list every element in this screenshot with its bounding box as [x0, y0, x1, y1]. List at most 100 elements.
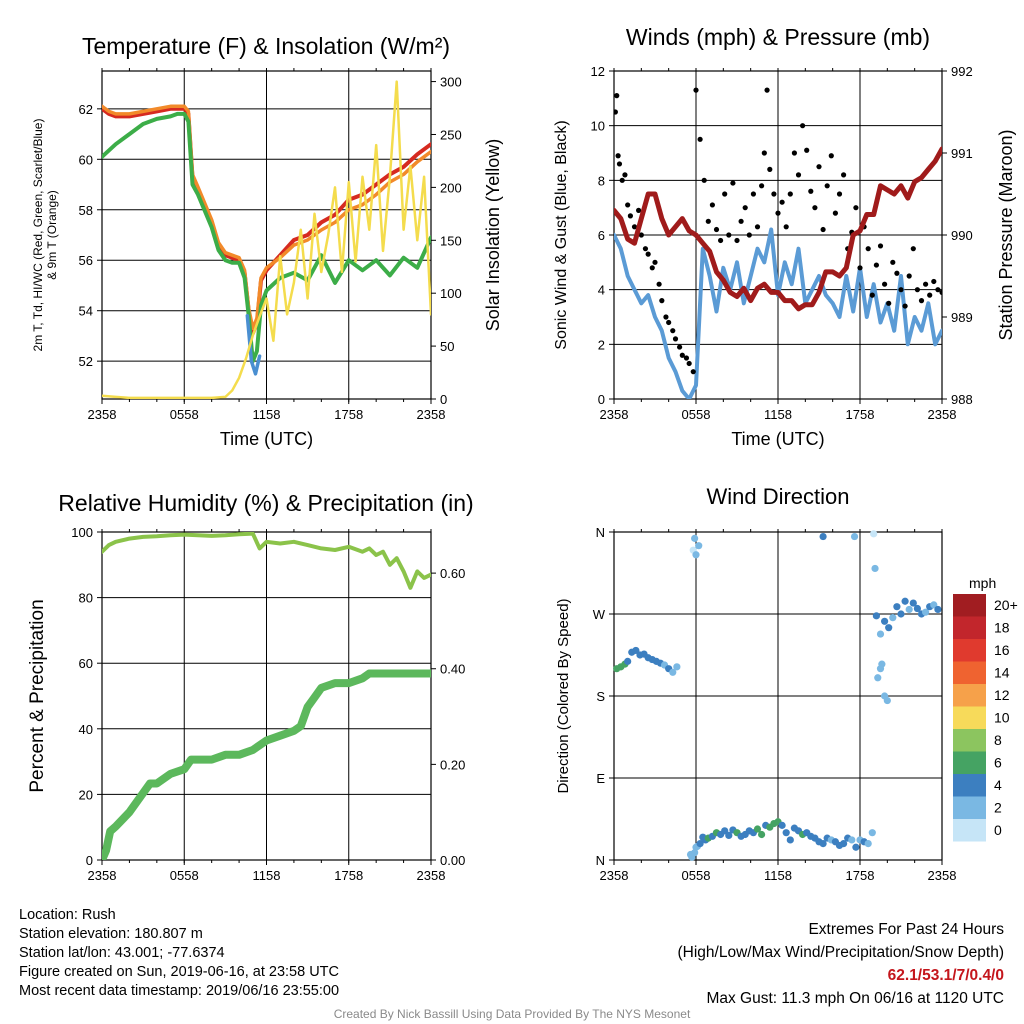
max-gust: Max Gust: 11.3 mph On 06/16 at 1120 UTC	[706, 990, 1004, 1007]
wind-direction-point	[696, 840, 704, 848]
panel2-gust-point	[679, 352, 685, 358]
panel2-gust-point	[779, 199, 785, 205]
panel2-gust-point	[619, 177, 625, 183]
panel2-gust-point	[686, 360, 692, 367]
panel2-gust-point	[935, 287, 941, 293]
panel2-xtick-label: 1758	[846, 407, 875, 422]
panel4-frame	[613, 531, 943, 861]
wind-direction-point	[901, 597, 909, 605]
panel3-ytick-label: 100	[71, 525, 93, 540]
panel4-ytick-label: E	[596, 771, 605, 786]
panel2-ytick-label: 12	[591, 64, 605, 79]
panel2-gust-point	[795, 172, 802, 178]
panel2-gust-point	[759, 183, 765, 189]
panel2-ytick-label: 2	[598, 337, 605, 352]
panel2-gust-point	[746, 232, 752, 238]
panel1-ytick-label: 52	[79, 354, 93, 369]
panel1-xtick-label: 2358	[88, 407, 117, 422]
panel2-gust-point	[638, 232, 644, 238]
panel1-y2tick-label: 100	[440, 286, 462, 301]
panel4-xtick-label: 0558	[682, 868, 711, 883]
panel2-ylabel: Sonic Wind & Gust (Blue, Black)	[553, 120, 570, 349]
panel2-gust-point	[615, 153, 621, 159]
station-location: Location: Rush	[19, 907, 116, 923]
legend-swatch	[953, 819, 986, 842]
panel4-xtick-label: 1158	[764, 868, 792, 883]
panel1-xtick-label: 1758	[334, 407, 363, 422]
panel2-gust-point	[622, 172, 628, 178]
panel1-xtick-label: 0558	[170, 407, 199, 422]
panel2-series-line-3	[614, 146, 942, 312]
panel1-title: Temperature (F) & Insolation (W/m²)	[82, 33, 450, 59]
legend-swatch	[953, 729, 986, 752]
panel2-gust-point	[865, 246, 871, 252]
wind-direction-point	[913, 604, 922, 613]
panel2-gust-point	[754, 224, 761, 230]
panel1-xtick-label: 2358	[417, 407, 446, 422]
legend-swatch	[953, 639, 986, 662]
wind-direction-point	[850, 532, 859, 541]
panel2-ytick-label: 6	[598, 228, 605, 243]
panel3-y2tick-label: 0.40	[440, 662, 465, 677]
legend-swatch	[953, 796, 986, 819]
panel2-y2tick-label: 990	[951, 228, 973, 243]
wind-direction-point	[852, 843, 860, 851]
panel2-gust-point	[775, 210, 781, 216]
wind-direction-point	[786, 836, 794, 844]
panel1-ytick-label: 54	[79, 304, 93, 319]
legend-title: mph	[969, 575, 996, 591]
panel1-xlabel: Time (UTC)	[220, 429, 313, 449]
panel2-gust-point	[853, 205, 859, 211]
legend-swatch	[953, 751, 986, 774]
wind-direction-point	[868, 829, 876, 837]
panel2-gust-point	[663, 314, 669, 320]
wind-direction-point	[893, 603, 901, 611]
credit-line: Created By Nick Bassill Using Data Provi…	[333, 1007, 691, 1021]
legend-label: 8	[994, 732, 1002, 748]
wind-direction-point	[624, 657, 632, 665]
panel1-ylabel-line1: 2m T, Td, HI/WC (Red, Green, Scarlet/Blu…	[31, 119, 45, 352]
station-latlon: Station lat/lon: 43.001; -77.6374	[19, 945, 225, 961]
panel2-gust-point	[939, 289, 942, 295]
legend-label: 10	[994, 710, 1010, 726]
wind-direction-point	[819, 532, 827, 541]
panel2-gust-point	[701, 177, 707, 183]
wind-direction-point	[864, 840, 872, 848]
panel2-title: Winds (mph) & Pressure (mb)	[626, 24, 930, 50]
panel3-ytick-label: 0	[86, 853, 93, 868]
panel2-gust-point	[918, 298, 925, 304]
wind-direction-point	[848, 836, 856, 844]
panel1-y2tick-label: 150	[440, 233, 462, 248]
panel2-gust-point	[616, 161, 623, 167]
wind-direction-point	[874, 674, 882, 682]
panel1-frame	[101, 70, 432, 400]
panel2-gust-point	[656, 281, 662, 287]
legend-label: 14	[994, 665, 1010, 681]
panel1-ytick-label: 60	[79, 152, 93, 167]
wind-direction-point	[819, 840, 827, 848]
panel4-ytick-label: W	[593, 607, 606, 622]
panel3-series-line-1	[102, 532, 431, 590]
panel2-gust-point	[666, 319, 672, 326]
legend-label: 16	[994, 642, 1010, 658]
panel2-gust-point	[873, 262, 880, 268]
panel3-frame	[101, 531, 432, 861]
wind-direction-point	[778, 821, 786, 829]
legend-swatch	[953, 706, 986, 729]
panel1-y2tick-label: 300	[440, 75, 462, 90]
panel2-gust-point	[677, 344, 683, 350]
panel2-y2tick-label: 992	[951, 64, 973, 79]
panel2-gust-point	[683, 355, 690, 361]
wind-direction-point	[695, 542, 703, 550]
panel1-ytick-label: 62	[79, 102, 93, 117]
panel2-gust-point	[808, 188, 814, 194]
station-info: Location: Rush Station elevation: 180.80…	[19, 906, 339, 1001]
panel2-gust-point	[697, 136, 703, 142]
panel2-gust-point	[824, 183, 830, 189]
panel1-ytick-label: 58	[79, 203, 93, 218]
panel2-gust-point	[636, 207, 642, 213]
panel2-xtick-label: 2358	[600, 407, 629, 422]
wind-direction-point	[840, 840, 848, 848]
panel2-gust-point	[709, 202, 716, 208]
panel4-title: Wind Direction	[706, 484, 849, 509]
